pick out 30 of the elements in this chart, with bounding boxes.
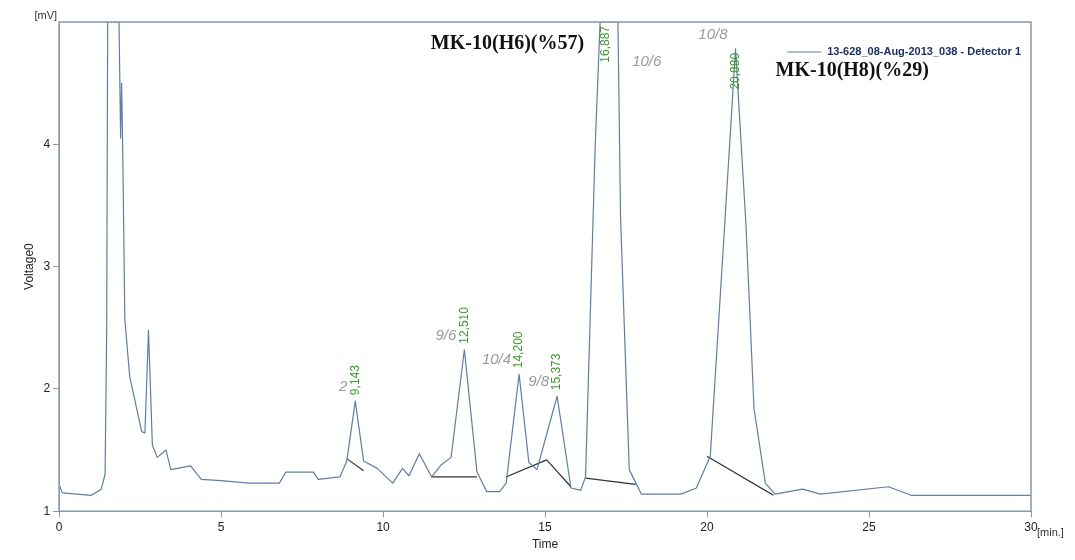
annotation: 14,200 bbox=[511, 331, 526, 369]
text: [min.] bbox=[1037, 525, 1064, 538]
y-axis-title: Voltage0 bbox=[21, 242, 36, 290]
annotation: 2 bbox=[337, 377, 348, 395]
x-axis-title: Time bbox=[531, 537, 559, 552]
x-tick-label: 10 bbox=[376, 519, 391, 534]
legend-label: 13-628_08-Aug-2013_038 - Detector 1 bbox=[827, 45, 1021, 58]
x-tick-label: 15 bbox=[538, 519, 553, 534]
annotation: 16,887 bbox=[598, 25, 613, 63]
y-tick-label: 4 bbox=[43, 136, 51, 151]
annotation: 15,373 bbox=[549, 353, 564, 391]
annotation: 10/8 bbox=[698, 25, 729, 43]
text: [mV] bbox=[34, 9, 58, 22]
annotation: 20,880 bbox=[727, 52, 742, 90]
annotation: 9/8 bbox=[528, 372, 550, 390]
y-tick-label: 1 bbox=[43, 503, 51, 518]
y-tick-label: 3 bbox=[43, 258, 51, 273]
x-tick-label: 20 bbox=[700, 519, 715, 534]
annotation: MK-10(H6)(%57) bbox=[430, 31, 585, 55]
annotation: 9/6 bbox=[435, 325, 458, 343]
y-tick-label: 2 bbox=[43, 381, 51, 396]
annotation: 10/6 bbox=[632, 52, 663, 70]
annotation: 10/4 bbox=[481, 350, 512, 368]
x-tick-label: 30 bbox=[1024, 519, 1038, 534]
x-tick-label: 5 bbox=[217, 519, 225, 534]
annotation: 12,510 bbox=[456, 306, 471, 344]
x-tick-label: 25 bbox=[862, 519, 877, 534]
x-tick-label: 0 bbox=[55, 519, 63, 534]
annotation: MK-10(H8)(%29) bbox=[775, 58, 929, 82]
annotation: 9,143 bbox=[347, 364, 362, 396]
